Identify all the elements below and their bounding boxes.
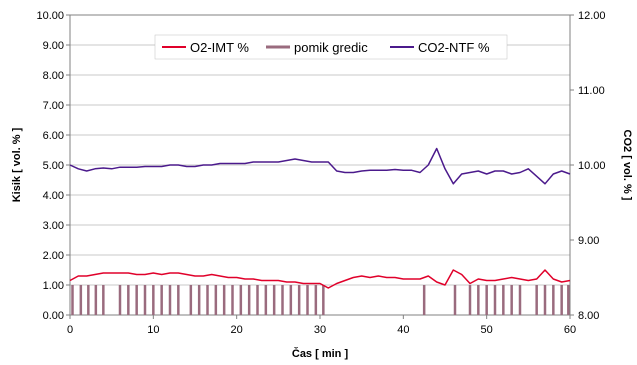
x-tick-label: 60 [564,324,576,336]
y-left-tick-label: 8.00 [43,70,64,82]
legend-label-o2: O2-IMT % [190,40,249,55]
x-tick-label: 0 [67,324,73,336]
x-ticks: 0 10 20 30 40 50 60 [67,315,576,336]
legend-label-pomik: pomik gredic [294,40,368,55]
y-left-tick-label: 9.00 [43,40,64,52]
y-right-tick-label: 8.00 [578,310,599,322]
y-right-axis-title: CO2 [ vol. % ] [621,130,633,201]
y-left-tick-label: 10.00 [36,10,64,22]
y-left-tick-label: 7.00 [43,100,64,112]
y-left-tick-label: 4.00 [43,190,64,202]
y-left-tick-label: 1.00 [43,280,64,292]
x-axis-title: Čas [ min ] [292,347,349,360]
y-left-tick-label: 0.00 [43,310,64,322]
y-left-tick-label: 5.00 [43,160,64,172]
x-tick-label: 50 [481,324,493,336]
co2-ntf-line [69,147,571,185]
y-left-tick-label: 2.00 [43,250,64,262]
y-right-tick-label: 10.00 [578,160,606,172]
x-tick-label: 30 [314,324,326,336]
y-left-tick-label: 3.00 [43,220,64,232]
legend-label-co2: CO2-NTF % [418,40,490,55]
y-left-ticks: 0.00 1.00 2.00 3.00 4.00 5.00 6.00 7.00 8.00 9.00… [36,10,70,322]
x-tick-label: 40 [397,324,409,336]
y-right-tick-label: 11.00 [578,85,605,97]
y-right-tick-label: 12.00 [578,10,606,22]
legend: O2-IMT % pomik gredic CO2-NTF % [154,34,508,60]
x-tick-label: 10 [147,324,159,336]
x-tick-label: 20 [231,324,243,336]
y-right-tick-label: 9.00 [578,235,599,247]
y-right-ticks: 8.00 9.00 10.00 11.00 12.00 [570,10,606,322]
y-left-axis-title: Kisik [ vol. % ] [11,127,23,202]
series-group [69,147,571,315]
o2-imt-line [69,269,571,289]
y-left-tick-label: 6.00 [43,130,64,142]
legend-box [154,34,508,60]
